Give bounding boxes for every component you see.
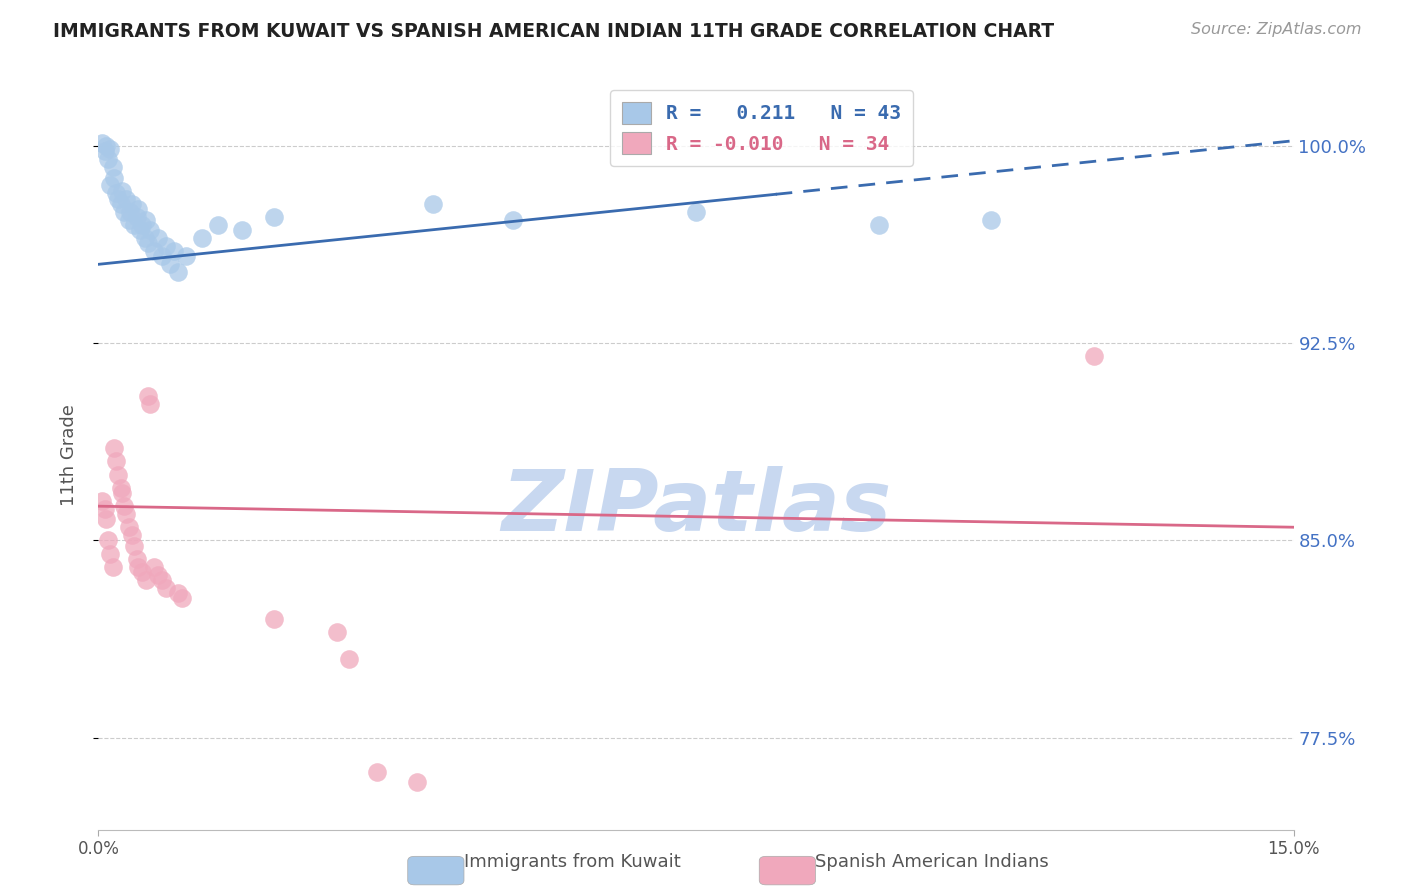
Point — [107, 467, 129, 482]
Point — [980, 212, 1002, 227]
Point — [131, 565, 153, 579]
Point — [128, 223, 150, 237]
Point — [1083, 349, 1105, 363]
Point — [135, 573, 157, 587]
Point — [207, 218, 229, 232]
Point — [135, 212, 157, 227]
Text: Source: ZipAtlas.com: Source: ZipAtlas.com — [1191, 22, 1361, 37]
Point — [172, 591, 194, 606]
Point — [143, 559, 166, 574]
Point — [101, 559, 124, 574]
Point — [148, 567, 170, 582]
Point — [94, 501, 117, 516]
Point — [150, 249, 173, 263]
Point — [103, 442, 125, 456]
Point — [124, 218, 146, 232]
Point — [139, 397, 162, 411]
Point — [191, 231, 214, 245]
Point — [231, 223, 253, 237]
Point — [155, 239, 177, 253]
Point — [97, 152, 120, 166]
Text: IMMIGRANTS FROM KUWAIT VS SPANISH AMERICAN INDIAN 11TH GRADE CORRELATION CHART: IMMIGRANTS FROM KUWAIT VS SPANISH AMERIC… — [53, 22, 1054, 41]
Point — [131, 218, 153, 232]
Point — [163, 244, 186, 259]
Point — [134, 231, 156, 245]
Point — [143, 244, 166, 259]
Point — [104, 454, 127, 468]
Point — [136, 389, 159, 403]
Point — [112, 499, 135, 513]
Point — [103, 170, 125, 185]
Point — [139, 223, 162, 237]
Point — [110, 197, 132, 211]
Point — [174, 249, 197, 263]
Point — [263, 210, 285, 224]
Point — [111, 486, 134, 500]
Point — [98, 178, 122, 193]
Point — [150, 573, 173, 587]
Point — [115, 192, 138, 206]
Point — [110, 481, 132, 495]
Point — [868, 218, 890, 232]
Point — [155, 581, 177, 595]
Point — [422, 197, 444, 211]
Point — [167, 586, 190, 600]
Text: Immigrants from Kuwait: Immigrants from Kuwait — [464, 853, 681, 871]
Point — [98, 142, 122, 156]
Point — [127, 559, 149, 574]
Point — [339, 651, 361, 665]
Point — [121, 528, 143, 542]
Text: Spanish American Indians: Spanish American Indians — [815, 853, 1049, 871]
Point — [125, 210, 148, 224]
Point — [685, 204, 707, 219]
Point — [96, 512, 118, 526]
Point — [120, 204, 142, 219]
Point — [94, 145, 117, 159]
Point — [112, 204, 135, 219]
Point — [502, 212, 524, 227]
Point — [107, 192, 129, 206]
Point — [148, 231, 170, 245]
Point — [118, 212, 141, 227]
Point — [91, 136, 114, 151]
Point — [104, 186, 127, 201]
Point — [98, 547, 122, 561]
Point — [127, 202, 149, 216]
Point — [366, 764, 388, 779]
Point — [159, 257, 181, 271]
Point — [96, 139, 118, 153]
Point — [111, 184, 134, 198]
Point — [101, 160, 124, 174]
Y-axis label: 11th Grade: 11th Grade — [59, 404, 77, 506]
Point — [263, 612, 285, 626]
Point — [115, 507, 138, 521]
Point — [167, 265, 190, 279]
Point — [118, 520, 141, 534]
Point — [97, 533, 120, 548]
Point — [121, 197, 143, 211]
Point — [406, 775, 429, 789]
Text: ZIPatlas: ZIPatlas — [501, 466, 891, 549]
Point — [125, 551, 148, 566]
Point — [124, 539, 146, 553]
Point — [91, 494, 114, 508]
Legend: R =   0.211   N = 43, R = -0.010   N = 34: R = 0.211 N = 43, R = -0.010 N = 34 — [610, 90, 912, 166]
Point — [326, 625, 349, 640]
Point — [136, 236, 159, 251]
